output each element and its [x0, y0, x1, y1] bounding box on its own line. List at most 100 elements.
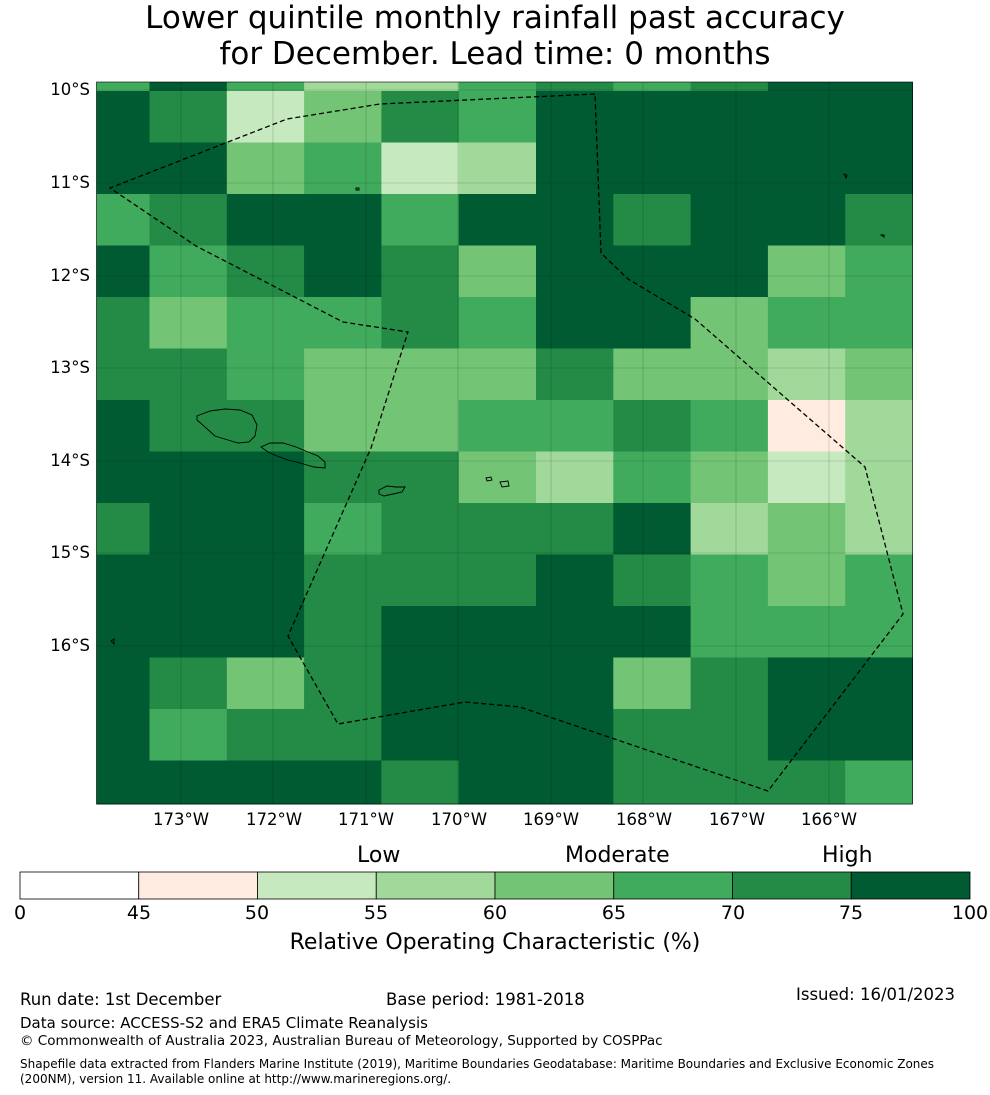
aunuu-islet [485, 476, 493, 482]
rose-atoll [355, 187, 360, 191]
grid-cell [845, 709, 913, 761]
grid-cell [536, 142, 614, 195]
lat-label-12s: 12°S [50, 266, 90, 285]
grid-cell [304, 760, 382, 805]
grid-cell [458, 709, 537, 761]
lat-label-13s: 13°S [50, 358, 90, 377]
colorbar-segment [375, 871, 496, 900]
grid-cell [690, 245, 769, 298]
run-date: Run date: 1st December [20, 990, 222, 1009]
grid-cell [458, 451, 537, 504]
islands [110, 173, 885, 646]
grid-cell [226, 709, 305, 761]
grid-cell [96, 709, 150, 761]
grid-cell [149, 554, 228, 607]
grid-cell [767, 194, 846, 246]
grid-cell [536, 91, 614, 143]
grid-cell [96, 194, 150, 246]
grid-cell [96, 142, 150, 195]
grid-cell [96, 606, 150, 658]
lon-label-170w: 170°W [430, 810, 488, 829]
grid-cell [690, 760, 769, 805]
issued-date: Issued: 16/01/2023 [796, 985, 956, 1004]
grid-cell [458, 297, 537, 349]
grid-cell [381, 91, 460, 143]
grid-cell [613, 400, 692, 452]
grid-cell [304, 82, 382, 92]
grid-cell [226, 142, 305, 195]
grid-cell [536, 760, 614, 805]
grid-cell [96, 400, 150, 452]
grid-cell [458, 142, 537, 195]
grid-cell [304, 657, 382, 710]
grid-cell [458, 245, 537, 298]
grid-cell [458, 606, 537, 658]
grid-cell [149, 82, 228, 92]
grid-cell [767, 709, 846, 761]
grid-cell [845, 245, 913, 298]
grid-cell [767, 451, 846, 504]
grid-cell [96, 245, 150, 298]
grid-cell [381, 400, 460, 452]
grid-cell [613, 606, 692, 658]
category-moderate: Moderate [565, 843, 670, 868]
lat-label-10s: 10°S [50, 80, 90, 99]
grid-cell [845, 91, 913, 143]
grid-cell [536, 297, 614, 349]
colorbar-tick-55: 55 [363, 902, 389, 924]
grid-cell [226, 91, 305, 143]
grid-cell [767, 297, 846, 349]
grid-cell [381, 142, 460, 195]
colorbar-tick-50: 50 [244, 902, 270, 924]
category-low: Low [357, 843, 401, 868]
grid-cell [381, 451, 460, 504]
grid-cell [226, 606, 305, 658]
grid-cell [304, 297, 382, 349]
grid-cell [690, 657, 769, 710]
tutuila-island [378, 485, 406, 497]
title-line-2: for December. Lead time: 0 months [219, 36, 771, 72]
grid-cell [613, 554, 692, 607]
grid-cell [845, 657, 913, 710]
lon-label-167w: 167°W [708, 810, 766, 829]
grid-cell [304, 451, 382, 504]
grid-cell [226, 297, 305, 349]
graticule [96, 82, 913, 804]
grid-cell [690, 297, 769, 349]
grid-cell [304, 245, 382, 298]
savaii-island [196, 408, 258, 444]
grid-cell [458, 554, 537, 607]
colorbar-segment [19, 871, 140, 900]
grid-cell [304, 554, 382, 607]
grid-cell [767, 245, 846, 298]
grid-cell [536, 400, 614, 452]
grid-cell [690, 503, 769, 555]
colorbar-tick-65: 65 [601, 902, 627, 924]
tokelau-islet [843, 173, 848, 180]
shapefile-credit: Shapefile data extracted from Flanders M… [20, 1057, 935, 1086]
grid-cell [690, 554, 769, 607]
grid-cell [767, 142, 846, 195]
eez-boundary [108, 93, 904, 792]
grid-cell [226, 760, 305, 805]
grid-cell [149, 451, 228, 504]
lon-label-169w: 169°W [522, 810, 580, 829]
grid-cell [381, 245, 460, 298]
grid-cell [226, 245, 305, 298]
grid-cell [149, 709, 228, 761]
colorbar-label: Relative Operating Characteristic (%) [289, 930, 701, 955]
copyright: © Commonwealth of Australia 2023, Austra… [20, 1033, 663, 1049]
grid-cell [458, 400, 537, 452]
grid-cell [381, 194, 460, 246]
grid-cell [536, 554, 614, 607]
grid-cell [767, 82, 846, 92]
grid-cell [536, 451, 614, 504]
title-line-1: Lower quintile monthly rainfall past acc… [145, 0, 845, 36]
ofu-olosega-island [499, 480, 510, 488]
grid-cell [96, 451, 150, 504]
grid-cell [690, 194, 769, 246]
grid-cell [226, 503, 305, 555]
grid-cell [613, 657, 692, 710]
grid-cell [845, 82, 913, 92]
grid-cell [845, 297, 913, 349]
